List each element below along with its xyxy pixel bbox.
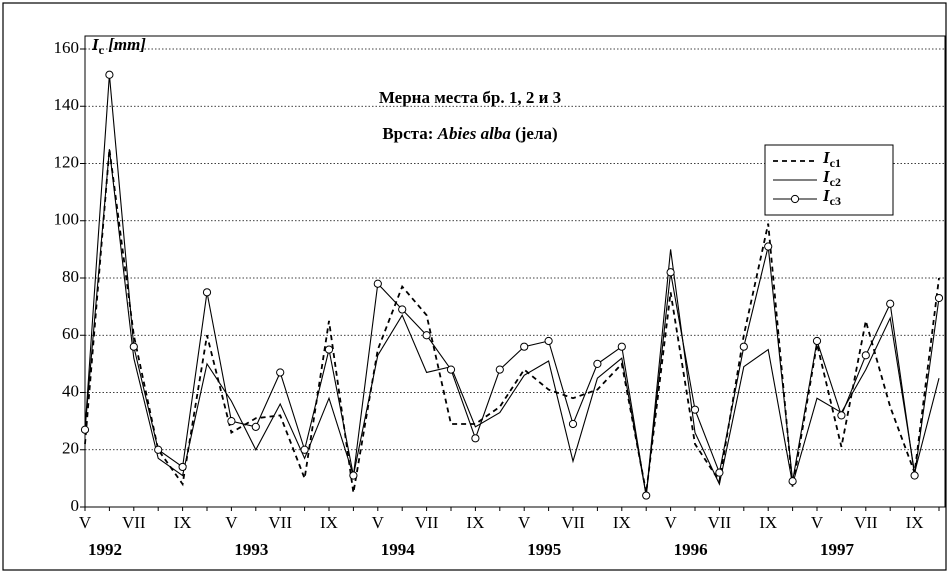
series-marker bbox=[812, 336, 822, 346]
x-tick-label: VII bbox=[415, 513, 439, 532]
series-line bbox=[84, 149, 940, 493]
legend-label: Ic2 bbox=[822, 167, 841, 189]
series-marker bbox=[154, 445, 163, 454]
y-axis-label: Ic [mm] bbox=[91, 35, 146, 57]
series-marker bbox=[593, 359, 602, 368]
y-tick-label: 80 bbox=[62, 267, 79, 286]
series-marker bbox=[886, 299, 895, 308]
plot-border bbox=[84, 35, 946, 508]
series-marker bbox=[398, 305, 407, 314]
legend-marker bbox=[790, 194, 800, 204]
x-tick-label: V bbox=[225, 513, 238, 532]
series-marker bbox=[568, 419, 578, 429]
series-marker bbox=[617, 342, 626, 351]
x-tick-label: VII bbox=[122, 513, 146, 532]
x-tick-label: IX bbox=[320, 513, 338, 532]
series-marker bbox=[666, 268, 675, 277]
x-tick-label: VII bbox=[268, 513, 292, 532]
series-marker bbox=[178, 462, 187, 472]
x-tick-label: V bbox=[79, 513, 92, 532]
series-marker bbox=[642, 491, 651, 500]
series-marker bbox=[300, 445, 309, 454]
chart-title: Мерна места бр. 1, 2 и 3 bbox=[379, 88, 561, 107]
y-tick-label: 0 bbox=[71, 496, 80, 515]
series-marker bbox=[129, 342, 138, 351]
series-marker bbox=[202, 288, 212, 297]
series-marker bbox=[788, 477, 797, 486]
x-tick-label: IX bbox=[906, 513, 924, 532]
x-tick-label: V bbox=[518, 513, 531, 532]
series-marker bbox=[495, 365, 504, 374]
x-tick-label: VII bbox=[854, 513, 878, 532]
series-marker bbox=[422, 331, 431, 340]
y-tick-label: 40 bbox=[62, 381, 79, 400]
series-marker bbox=[349, 471, 358, 480]
series-marker bbox=[715, 468, 724, 477]
series-marker bbox=[105, 70, 114, 79]
subtitle-part: (јела) bbox=[515, 124, 558, 143]
x-tick-label: V bbox=[664, 513, 677, 532]
series-marker bbox=[80, 425, 90, 434]
y-tick-label: 100 bbox=[54, 210, 80, 229]
series-marker bbox=[324, 345, 334, 354]
x-tick-label: VII bbox=[708, 513, 732, 532]
y-tick-label: 60 bbox=[62, 324, 79, 343]
x-tick-label: IX bbox=[759, 513, 777, 532]
series-marker bbox=[227, 417, 236, 426]
subtitle-part: Abies alba bbox=[437, 124, 512, 143]
series-marker bbox=[276, 368, 285, 377]
series-marker bbox=[934, 293, 944, 303]
subtitle-part: Врста: bbox=[382, 124, 433, 143]
y-tick-label: 140 bbox=[54, 95, 80, 114]
series-marker bbox=[373, 279, 382, 288]
series-marker bbox=[910, 471, 919, 480]
x-tick-label: IX bbox=[174, 513, 192, 532]
legend-label: Ic1 bbox=[822, 148, 841, 170]
year-label: 1995 bbox=[527, 540, 561, 559]
x-tick-label: IX bbox=[613, 513, 631, 532]
legend-label: Ic3 bbox=[822, 186, 841, 208]
y-tick-label: 20 bbox=[62, 439, 79, 458]
series-marker bbox=[446, 365, 456, 374]
series-marker bbox=[251, 422, 260, 431]
x-tick-label: VII bbox=[561, 513, 585, 532]
series-line bbox=[84, 74, 940, 496]
x-tick-label: IX bbox=[466, 513, 484, 532]
series-marker bbox=[837, 411, 846, 420]
year-label: 1994 bbox=[381, 540, 416, 559]
year-label: 1996 bbox=[674, 540, 708, 559]
x-tick-label: V bbox=[811, 513, 824, 532]
series-marker bbox=[520, 342, 529, 351]
x-tick-label: V bbox=[372, 513, 385, 532]
year-label: 1993 bbox=[234, 540, 268, 559]
year-label: 1992 bbox=[88, 540, 122, 559]
series-marker bbox=[739, 342, 748, 351]
series-marker bbox=[861, 351, 870, 360]
series-line bbox=[84, 149, 940, 496]
series-marker bbox=[690, 405, 700, 414]
series-marker bbox=[471, 434, 480, 443]
year-label: 1997 bbox=[820, 540, 855, 559]
series-marker bbox=[764, 242, 773, 251]
chart-subtitle: Врста: Abies alba (јела) bbox=[382, 124, 557, 143]
y-tick-label: 120 bbox=[54, 152, 80, 171]
y-tick-label: 160 bbox=[54, 38, 80, 57]
series-marker bbox=[544, 336, 553, 346]
